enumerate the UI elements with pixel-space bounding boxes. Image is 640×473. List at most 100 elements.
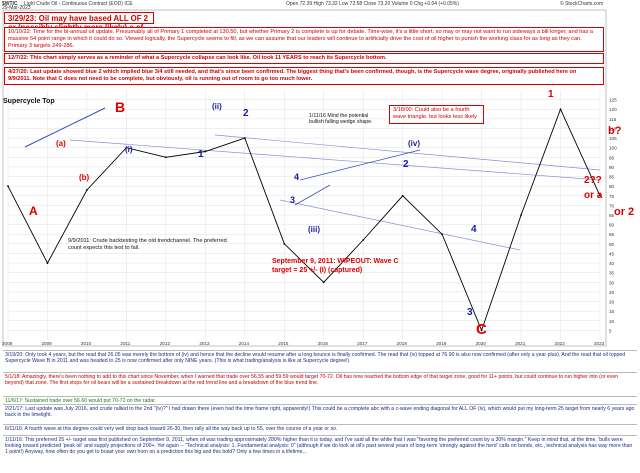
x-tick-label: 2019 xyxy=(436,341,447,346)
y-tick-label: 55 xyxy=(609,232,615,237)
note-separator xyxy=(3,396,637,397)
note-10-10-22: 10/10/22: Time for the bi-annual oil upd… xyxy=(4,27,604,52)
price-point xyxy=(520,214,522,216)
price-point xyxy=(283,242,286,245)
y-tick-label: 115 xyxy=(609,117,617,122)
x-tick-label: 2009 xyxy=(41,341,52,346)
grid-lines xyxy=(7,90,601,340)
wave-label-iv-paren: (iv) xyxy=(408,139,420,148)
x-tick-label: 2017 xyxy=(357,341,368,346)
bottom-note: 5/1/18: Amazingly, there's been nothing … xyxy=(5,374,619,386)
price-point xyxy=(480,329,483,332)
price-point xyxy=(401,194,404,197)
source-credit: © StockCharts.com xyxy=(560,1,604,7)
wave-label-blue-3: 3 xyxy=(467,307,473,318)
y-tick-label: 40 xyxy=(609,261,615,266)
y-tick-label: 30 xyxy=(609,280,615,285)
price-point xyxy=(125,146,128,149)
trend-lines xyxy=(24,107,601,251)
x-tick-label: 2018 xyxy=(397,341,408,346)
y-tick-label: 25 xyxy=(609,290,615,295)
wave-label-C: C xyxy=(476,321,487,338)
x-tick-label: 2008 xyxy=(2,341,13,346)
upper-channel-line xyxy=(214,134,601,171)
wave-label-or-a: or a xyxy=(584,190,603,201)
plot-area xyxy=(2,9,607,347)
wave-label-2q: 2?? xyxy=(584,175,602,186)
bottom-note: 1/11/16: This preferred 25 +/- target wa… xyxy=(5,437,633,455)
x-tick-label: 2012 xyxy=(160,341,171,346)
chart-date: 29-Mar-2023 xyxy=(2,5,31,11)
wave-label-B: B xyxy=(115,99,126,115)
note-3-29-23: 3/29/23: Oil may have based ALL OF 2 or … xyxy=(4,12,154,41)
wave-label-ii-paren: (ii) xyxy=(212,102,222,111)
y-tick-label: 120 xyxy=(609,107,617,112)
y-tick-label: 110 xyxy=(609,126,617,131)
price-point xyxy=(599,194,601,197)
note-separator xyxy=(3,350,637,351)
note-separator xyxy=(3,435,637,436)
wave-label-iii-paren: (iii) xyxy=(308,225,320,234)
y-tick-label: 95 xyxy=(609,155,615,160)
x-tick-label: 2011 xyxy=(120,341,130,346)
y-tick-label: 85 xyxy=(609,175,615,180)
note-wipeout: September 9, 2011: WIPEOUT: Wave C targe… xyxy=(272,258,399,274)
note-1-11-16: 1/11/16 Mind the potential bullish falli… xyxy=(309,113,373,125)
price-point xyxy=(243,137,246,139)
y-tick-label: 15 xyxy=(609,309,615,314)
wave-label-or-2: or 2 xyxy=(614,206,635,218)
wave-label-blue-4-mid: 4 xyxy=(294,172,300,182)
x-tick-label: 2022 xyxy=(555,341,566,346)
x-tick-label: 2010 xyxy=(81,341,92,346)
x-tick-label: 2021 xyxy=(515,341,526,346)
price-point xyxy=(7,185,9,188)
x-tick-label: 2020 xyxy=(476,341,487,346)
y-tick-label: 70 xyxy=(609,203,615,208)
blue-trendline-left xyxy=(24,107,106,148)
price-point xyxy=(362,239,365,241)
ticker-symbol: $WTIC xyxy=(2,1,18,7)
price-point xyxy=(441,233,444,236)
chart-header: $WTIC Light Crude Oil - Continuous Contr… xyxy=(0,0,640,11)
price-point xyxy=(559,108,562,111)
wave-label-a-paren: (a) xyxy=(56,139,66,148)
note-separator xyxy=(3,404,637,405)
note-9-9-2011: 9/9/2011: Crude backtesting the old tren… xyxy=(68,238,227,251)
note-separator xyxy=(3,424,637,425)
y-tick-label: 125 xyxy=(609,98,617,103)
x-axis: 2008 2009 2010 2011 2012 2013 2014 2015 2016 2017… xyxy=(2,341,605,346)
y-tick-label: 65 xyxy=(609,213,615,218)
ohlc-quote: Open 72.39 High 73.32 Low 72.58 Close 73… xyxy=(286,1,459,7)
y-tick-label: 80 xyxy=(609,184,615,189)
y-tick-label: 60 xyxy=(609,223,615,228)
wave-label-b-q: b? xyxy=(608,125,622,137)
price-point xyxy=(164,156,167,159)
wave-label-blue-4: 4 xyxy=(471,224,477,235)
price-point xyxy=(322,281,325,284)
note-4-27-20: 4/27/20: Last update showed blue 2 which… xyxy=(4,67,604,85)
bottom-note: 11/6/17: Sustained trade over 56.60 woul… xyxy=(5,398,157,404)
wave-label-blue-3-mid: 3 xyxy=(290,195,296,205)
wave-label-blue-2: 2 xyxy=(403,159,409,170)
bottom-note: 2/21/17: Last update was July 2016, and … xyxy=(5,406,635,418)
y-tick-label: 50 xyxy=(609,242,615,247)
note-12-7-22: 12/7/22: This chart simply serves as a r… xyxy=(4,53,604,64)
y-tick-label: 5 xyxy=(609,328,612,333)
wedge-lower-line xyxy=(294,184,331,206)
x-tick-label: 2015 xyxy=(278,341,289,346)
price-point xyxy=(86,189,88,191)
price-line xyxy=(7,108,601,332)
x-tick-label: 2016 xyxy=(318,341,329,346)
y-tick-label: 45 xyxy=(609,251,615,256)
wave-label-red-1: 1 xyxy=(548,89,554,100)
y-tick-label: 35 xyxy=(609,271,615,276)
x-tick-label: 2013 xyxy=(199,341,210,346)
y-tick-label: 10 xyxy=(609,319,615,324)
note-separator xyxy=(3,372,637,373)
price-point xyxy=(46,262,49,264)
y-tick-label: 75 xyxy=(609,194,615,199)
long-channel-line xyxy=(279,199,521,251)
wave-label-i-paren: (i) xyxy=(125,145,133,154)
x-tick-label: 2023 xyxy=(594,341,605,346)
